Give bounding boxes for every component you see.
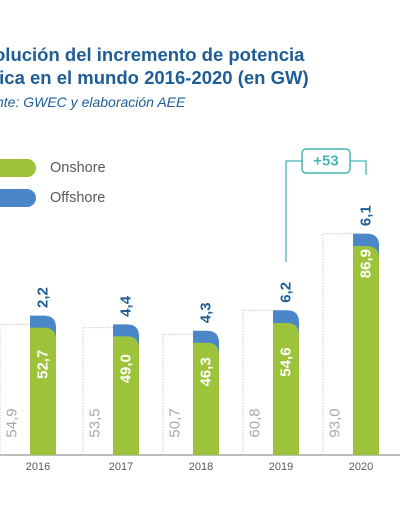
onshore-label-2020: 86,9 bbox=[358, 249, 375, 278]
offshore-label-2020: 6,1 bbox=[358, 205, 375, 226]
legend-item-onshore: Onshore bbox=[0, 159, 106, 177]
previous-bar-2018 bbox=[162, 333, 193, 455]
onshore-label-2017: 49,0 bbox=[118, 354, 135, 383]
offshore-label-2016: 2,2 bbox=[35, 287, 52, 308]
annotation-box bbox=[301, 148, 351, 174]
previous-label-2016: 54,9 bbox=[4, 408, 21, 437]
onshore-bar-2019 bbox=[273, 323, 299, 455]
onshore-bar-2018 bbox=[193, 342, 219, 455]
previous-bar-2020 bbox=[322, 233, 353, 455]
chart-title-line-1: olución del incremento de potencia bbox=[0, 44, 305, 65]
annotation-label: +53 bbox=[313, 153, 338, 170]
onshore-bar-2016 bbox=[30, 327, 56, 455]
previous-label-2017: 53,5 bbox=[87, 408, 104, 437]
source-note: nte: GWEC y elaboración AEE bbox=[0, 94, 186, 110]
onshore-bar-2020 bbox=[353, 246, 379, 455]
onshore-label-2019: 54,6 bbox=[278, 347, 295, 376]
x-tick-label-2019: 2019 bbox=[269, 461, 293, 473]
offshore-label-2019: 6,2 bbox=[278, 282, 295, 303]
previous-label-2020: 93,0 bbox=[327, 408, 344, 437]
previous-bar-2016 bbox=[0, 323, 30, 455]
x-tick-label-2018: 2018 bbox=[189, 461, 213, 473]
previous-label-2018: 50,7 bbox=[167, 408, 184, 437]
legend-swatch-onshore bbox=[0, 159, 36, 177]
legend-label: Offshore bbox=[50, 190, 106, 206]
x-tick-label-2020: 2020 bbox=[349, 461, 373, 473]
onshore-bar-2017 bbox=[113, 336, 139, 455]
previous-label-2019: 60,8 bbox=[247, 408, 264, 437]
chart-title-line-2: lica en el mundo 2016-2020 (en GW) bbox=[0, 67, 309, 88]
onshore-label-2016: 52,7 bbox=[35, 350, 52, 379]
offshore-label-2018: 4,3 bbox=[198, 302, 215, 323]
legend-item-offshore: Offshore bbox=[0, 189, 105, 207]
legend-swatch-offshore bbox=[0, 189, 36, 207]
x-tick-label-2016: 2016 bbox=[26, 461, 50, 473]
x-tick-label-2017: 2017 bbox=[109, 461, 133, 473]
onshore-label-2018: 46,3 bbox=[198, 357, 215, 386]
previous-bar-2019 bbox=[242, 309, 273, 455]
legend-label: Onshore bbox=[50, 160, 106, 176]
offshore-label-2017: 4,4 bbox=[118, 295, 135, 317]
previous-bar-2017 bbox=[82, 327, 113, 455]
